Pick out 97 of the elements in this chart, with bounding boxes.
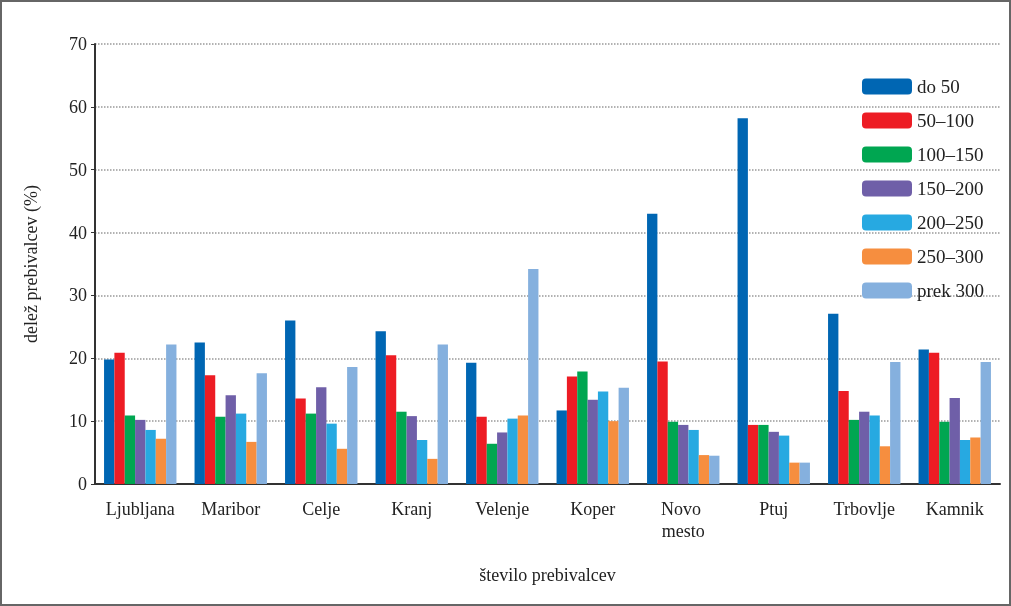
y-tick-label: 40 [69, 222, 87, 243]
bar [828, 313, 839, 484]
bar [517, 415, 529, 484]
bar [758, 424, 769, 484]
bar [768, 431, 779, 484]
y-tick-label: 0 [78, 474, 87, 494]
bar [980, 362, 991, 484]
legend-label: 50–100 [916, 110, 974, 131]
legend-label: prek 300 [916, 280, 985, 301]
x-tick-label: Trbovlje [833, 499, 895, 519]
bar [778, 435, 790, 484]
bar [970, 437, 981, 484]
legend-label: do 50 [916, 76, 960, 97]
bar [497, 432, 508, 484]
y-tick-label: 70 [69, 34, 87, 54]
legend-label: 150–200 [916, 178, 984, 199]
bar [928, 352, 940, 484]
bar [295, 398, 306, 484]
bar [305, 413, 317, 484]
y-tick-label: 60 [69, 96, 87, 117]
x-axis-title: število prebivalcev [479, 565, 616, 585]
bar [747, 424, 759, 484]
x-tick-label: Kamnik [925, 499, 984, 519]
x-tick-label: Ljubljana [105, 499, 175, 519]
bar [688, 429, 699, 484]
x-tick-label: Velenje [475, 499, 530, 519]
bar [566, 376, 578, 484]
bar [375, 331, 386, 484]
bar [587, 399, 598, 484]
x-tick-label: Novo mesto [661, 499, 706, 541]
bar [577, 371, 588, 484]
bar [326, 423, 337, 484]
bar [256, 373, 267, 484]
bar [347, 367, 358, 484]
bar [959, 440, 971, 484]
bar [194, 342, 205, 484]
legend-label: 200–250 [916, 212, 984, 233]
bar [104, 359, 115, 484]
bar [647, 213, 658, 484]
bar [437, 344, 448, 484]
bar [155, 438, 167, 484]
bar [486, 443, 498, 484]
x-tick-label: Ptuj [759, 499, 789, 519]
bar [507, 418, 518, 484]
bar [890, 362, 901, 484]
bar [859, 411, 870, 484]
y-axis-title: delež prebivalcev (%) [21, 185, 42, 343]
bar [215, 416, 226, 484]
legend-label: 250–300 [916, 246, 984, 267]
bar [657, 361, 668, 484]
bar [416, 440, 428, 484]
bar [608, 421, 619, 484]
bar [114, 352, 125, 484]
legend-label: 100–150 [916, 144, 984, 165]
bar [838, 390, 849, 484]
bar [618, 387, 629, 484]
bar [678, 424, 689, 484]
bar [427, 458, 438, 484]
bar [476, 416, 487, 484]
x-tick-label: Kranj [391, 499, 433, 519]
x-tick-label: Celje [302, 499, 341, 519]
bar [597, 391, 609, 484]
bar [848, 419, 860, 484]
y-tick-label: 30 [69, 285, 87, 306]
bar [285, 320, 296, 484]
bar [406, 416, 417, 484]
bar [789, 462, 800, 484]
y-tick-label: 10 [69, 411, 87, 432]
bar [737, 118, 748, 484]
y-tick-label: 20 [69, 348, 87, 369]
bar [166, 344, 177, 484]
bar [235, 413, 247, 484]
bar [225, 395, 236, 484]
bar [336, 448, 348, 484]
y-tick-label: 50 [69, 159, 87, 180]
bar [869, 415, 880, 484]
bar [709, 455, 720, 484]
bar [124, 415, 136, 484]
bar [466, 362, 477, 484]
bar [939, 421, 950, 484]
bar [698, 455, 710, 484]
bar [949, 397, 960, 484]
x-tick-label: Maribor [201, 499, 261, 519]
bar [667, 421, 679, 484]
x-tick-label: Koper [570, 499, 616, 519]
bar [879, 446, 891, 484]
bar [918, 349, 929, 484]
bar [204, 375, 216, 484]
bar [799, 462, 810, 484]
bar [528, 269, 539, 484]
bar [145, 429, 156, 484]
bar [246, 441, 257, 484]
bar [316, 387, 327, 484]
bar [385, 355, 397, 484]
bar [556, 410, 567, 484]
bar [135, 419, 146, 484]
bar [396, 411, 407, 484]
